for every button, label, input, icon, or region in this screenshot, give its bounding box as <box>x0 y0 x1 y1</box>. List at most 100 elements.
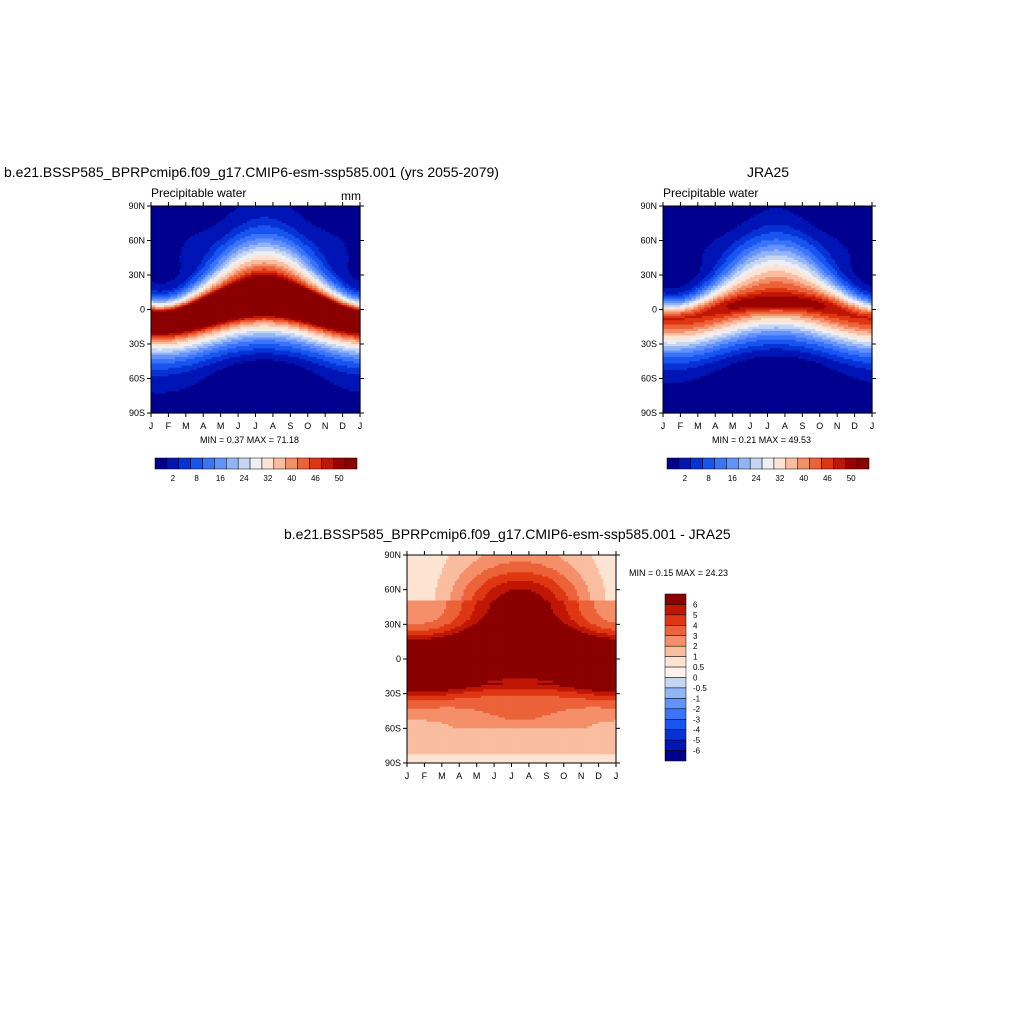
left-panel-ylabel: 90N <box>128 201 145 211</box>
right-panel-colorbar-box <box>821 458 833 469</box>
left-panel-colorbar-box <box>309 458 321 469</box>
diff-panel-xlabel: A <box>526 771 532 781</box>
right-panel-colorbar-label: 24 <box>752 474 761 483</box>
diff-panel-colorbar-label: -4 <box>693 726 701 735</box>
right-panel-colorbar-box <box>833 458 845 469</box>
left-panel-colorbar-box <box>345 458 357 469</box>
diff-panel-xlabel: F <box>422 771 428 781</box>
right-panel-colorbar-box <box>857 458 869 469</box>
right-panel-xlabel: F <box>678 421 684 431</box>
left-panel-colorbar-label: 40 <box>287 474 296 483</box>
right-panel-xlabel: J <box>748 421 753 431</box>
right-panel-colorbar-label: 46 <box>823 474 832 483</box>
right-panel-xlabel: O <box>816 421 823 431</box>
right-panel-colorbar-box <box>810 458 822 469</box>
diff-panel-ylabel: 90S <box>385 758 401 768</box>
left-panel-colorbar-box <box>274 458 286 469</box>
left-panel-field <box>151 206 361 414</box>
left-panel-xlabel: A <box>200 421 206 431</box>
left-panel-colorbar-box <box>321 458 333 469</box>
diff-panel-colorbar-label: -5 <box>693 736 701 745</box>
right-panel-colorbar-label: 32 <box>775 474 784 483</box>
diff-panel-colorbar-box <box>665 678 686 688</box>
diff-panel-colorbar-box <box>665 719 686 729</box>
right-panel-colorbar-box <box>726 458 738 469</box>
diff-panel-xlabel: M <box>473 771 481 781</box>
chart-figure: 90N60N30N030S60S90SJ F M A M J J A S O N D J2 8 16 24 32… <box>0 0 1024 1024</box>
left-panel-colorbar-label: 16 <box>216 474 225 483</box>
diff-panel-colorbar-box <box>665 730 686 740</box>
left-panel-colorbar-box <box>238 458 250 469</box>
right-panel-colorbar-box <box>762 458 774 469</box>
left-panel-ylabel: 30S <box>129 339 145 349</box>
diff-panel-colorbar-box <box>665 646 686 656</box>
diff-panel-colorbar-label: 2 <box>693 642 698 651</box>
diff-panel-xlabel: J <box>405 771 410 781</box>
left-panel-xlabel: F <box>166 421 172 431</box>
right-panel-colorbar-box <box>786 458 798 469</box>
right-panel-ylabel: 60N <box>640 236 657 246</box>
left-panel-ylabel: 90S <box>129 408 145 418</box>
right-panel-colorbar-box <box>750 458 762 469</box>
right-panel-xlabel: J <box>765 421 770 431</box>
diff-panel-xlabel: A <box>456 771 462 781</box>
left-panel-ylabel: 60N <box>128 236 145 246</box>
right-panel-colorbar-box <box>798 458 810 469</box>
left-panel-colorbar-box <box>191 458 203 469</box>
left-panel-xlabel: J <box>149 421 154 431</box>
right-panel-colorbar-label: 8 <box>706 474 711 483</box>
right-panel-colorbar-label: 50 <box>847 474 856 483</box>
right-panel-xlabel: J <box>870 421 875 431</box>
diff-panel-colorbar-label: 4 <box>693 621 698 630</box>
left-panel-colorbar-box <box>250 458 262 469</box>
right-panel-colorbar-label: 16 <box>728 474 737 483</box>
right-panel-ylabel: 30N <box>640 270 657 280</box>
diff-panel-ylabel: 0 <box>396 654 401 664</box>
diff-panel-xlabel: N <box>578 771 585 781</box>
right-panel-xlabel: A <box>782 421 788 431</box>
right-panel-colorbar-box <box>691 458 703 469</box>
diff-panel-colorbar-box <box>665 657 686 667</box>
diff-panel-colorbar-label: -0.5 <box>693 684 707 693</box>
left-panel-ylabel: 0 <box>140 305 145 315</box>
left-panel-xlabel: J <box>236 421 241 431</box>
left-panel-colorbar-box <box>286 458 298 469</box>
diff-panel-xlabel: M <box>438 771 446 781</box>
left-panel-xlabel: M <box>217 421 225 431</box>
diff-panel-colorbar-box <box>665 751 686 761</box>
right-panel-ylabel: 90N <box>640 201 657 211</box>
left-panel-colorbar-box <box>333 458 345 469</box>
diff-panel-colorbar-label: 0 <box>693 674 698 683</box>
left-panel-xlabel: M <box>182 421 190 431</box>
diff-panel-xlabel: O <box>560 771 567 781</box>
right-panel-xlabel: M <box>694 421 702 431</box>
right-panel-xlabel: S <box>799 421 805 431</box>
right-panel-xlabel: D <box>851 421 858 431</box>
diff-panel-ylabel: 60N <box>384 585 401 595</box>
diff-panel-ylabel: 30N <box>384 619 401 629</box>
diff-panel-colorbar-label: 5 <box>693 611 698 620</box>
diff-panel-colorbar-label: -3 <box>693 715 701 724</box>
diff-panel-ylabel: 30S <box>385 689 401 699</box>
left-panel-colorbar-label: 2 <box>171 474 176 483</box>
diff-panel-colorbar-label: 0.5 <box>693 663 705 672</box>
diff-panel-xlabel: J <box>509 771 514 781</box>
right-panel-ylabel: 0 <box>652 305 657 315</box>
left-panel-ylabel: 60S <box>129 374 145 384</box>
diff-panel-colorbar-box <box>665 615 686 625</box>
left-panel-xlabel: A <box>270 421 276 431</box>
left-panel-colorbar-box <box>155 458 167 469</box>
diff-panel-colorbar-label: 3 <box>693 632 698 641</box>
diff-panel-xlabel: J <box>614 771 619 781</box>
diff-panel-colorbar-box <box>665 688 686 698</box>
diff-panel-colorbar-box <box>665 709 686 719</box>
diff-panel-colorbar-box <box>665 604 686 614</box>
right-panel-field <box>663 206 873 414</box>
diff-panel-colorbar-box <box>665 698 686 708</box>
right-panel-colorbar-label: 2 <box>683 474 688 483</box>
left-panel-colorbar-label: 24 <box>240 474 249 483</box>
right-panel-colorbar-box <box>738 458 750 469</box>
diff-panel-colorbar-box <box>665 740 686 750</box>
right-panel-colorbar-box <box>679 458 691 469</box>
left-panel-ylabel: 30N <box>128 270 145 280</box>
